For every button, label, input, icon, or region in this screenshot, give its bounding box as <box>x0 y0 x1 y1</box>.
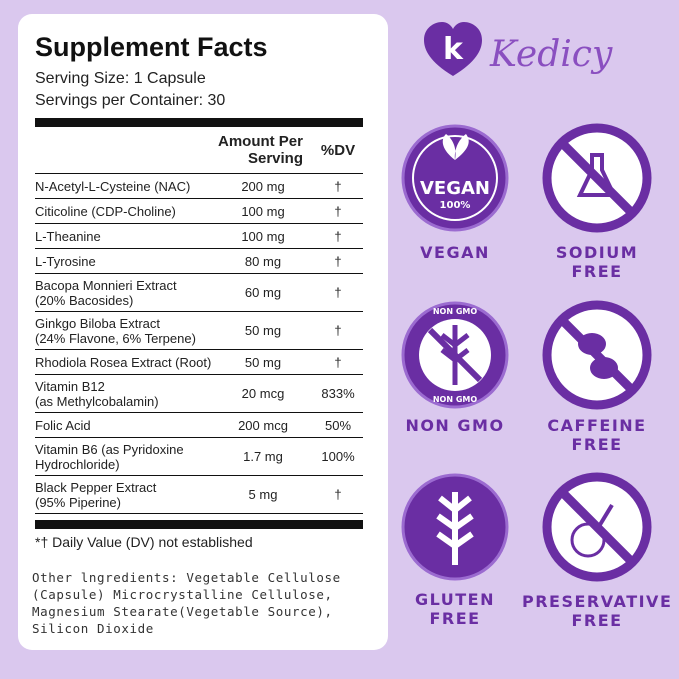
dv: † <box>313 173 363 199</box>
slash <box>427 327 483 383</box>
badge-label: NON GMO <box>405 416 505 435</box>
facts-row: L-Theanine 100 mg † <box>35 223 363 249</box>
facts-row: Vitamin B12 (as Methylcobalamin) 20 mcg 83… <box>35 374 363 413</box>
dv: † <box>313 475 363 514</box>
dv: 50% <box>313 412 363 438</box>
badge-label: SODIUM FREE <box>555 243 639 281</box>
amount: 100 mg <box>213 198 313 224</box>
dv: 833% <box>313 374 363 413</box>
vegan-sub: 100% <box>440 200 471 211</box>
facts-card: Supplement Facts Serving Size: 1 Capsule… <box>18 14 388 650</box>
amount: 100 mg <box>213 223 313 249</box>
header-dv: %DV <box>313 127 363 174</box>
slash <box>559 140 635 216</box>
amount: 20 mcg <box>213 374 313 413</box>
amount: 200 mg <box>213 173 313 199</box>
dv: † <box>313 248 363 274</box>
serving-size: Serving Size: 1 Capsule <box>35 70 206 87</box>
badge-label: GLUTEN FREE <box>415 590 495 628</box>
badge-label: CAFFEINE FREE <box>547 416 647 454</box>
ingredient: Vitamin B6 (as Pyridoxine Hydrochloride) <box>35 437 213 476</box>
grain-icon <box>436 492 474 565</box>
facts-row: Bacopa Monnieri Extract (20% Bacosides) 6… <box>35 273 363 312</box>
amount: 50 mg <box>213 349 313 375</box>
facts-row: N-Acetyl-L-Cysteine (NAC) 200 mg † <box>35 173 363 199</box>
thick-bar <box>35 520 363 529</box>
logo-heart <box>424 22 482 76</box>
dv: † <box>313 349 363 375</box>
facts-row: Folic Acid 200 mcg 50% <box>35 412 363 438</box>
ingredient: Vitamin B12 (as Methylcobalamin) <box>35 374 213 413</box>
amount: 200 mcg <box>213 412 313 438</box>
amount: 1.7 mg <box>213 437 313 476</box>
ingredient: L-Tyrosine <box>35 248 213 274</box>
amount: 50 mg <box>213 311 313 350</box>
facts-row: Rhodiola Rosea Extract (Root) 50 mg † <box>35 349 363 375</box>
ingredient: Bacopa Monnieri Extract (20% Bacosides) <box>35 273 213 312</box>
nongmo-bottom: NON GMO <box>433 395 478 404</box>
footnote: *† Daily Value (DV) not established <box>35 534 253 550</box>
slash <box>559 489 635 565</box>
vegan-badge <box>401 124 509 232</box>
nongmo-top: NON GMO <box>433 307 478 316</box>
ingredient: Citicoline (CDP-Choline) <box>35 198 213 224</box>
amount: 5 mg <box>213 475 313 514</box>
logo-letter: k <box>443 32 464 67</box>
dv: † <box>313 223 363 249</box>
facts-title: Supplement Facts <box>35 32 268 62</box>
facts-row: Citicoline (CDP-Choline) 100 mg † <box>35 198 363 224</box>
brand-name: Kedicy <box>489 34 613 75</box>
ingredient: Black Pepper Extract (95% Piperine) <box>35 475 213 514</box>
vegan-inner: VEGAN <box>420 178 490 199</box>
facts-row: L-Tyrosine 80 mg † <box>35 248 363 274</box>
ingredient: Folic Acid <box>35 412 213 438</box>
facts-table: Amount Per Serving %DV N-Acetyl-L-Cystei… <box>35 127 363 514</box>
amount: 60 mg <box>213 273 313 312</box>
servings: Servings per Container: 30 <box>35 92 226 109</box>
thick-bar <box>35 118 363 127</box>
dv: † <box>313 273 363 312</box>
leaf-icon <box>442 134 469 160</box>
dv: † <box>313 198 363 224</box>
ingredient: Ginkgo Biloba Extract (24% Flavone, 6% T… <box>35 311 213 350</box>
header-amount: Amount Per Serving <box>213 127 313 174</box>
ingredient: N-Acetyl-L-Cysteine (NAC) <box>35 173 213 199</box>
ingredient: Rhodiola Rosea Extract (Root) <box>35 349 213 375</box>
other-ingredients: Other lngredients: Vegetable Cellulose (… <box>32 570 341 636</box>
slash <box>559 317 635 393</box>
facts-row: Ginkgo Biloba Extract (24% Flavone, 6% T… <box>35 311 363 350</box>
badge-label: VEGAN <box>420 243 490 262</box>
brand: k Kedicy <box>424 22 613 76</box>
vegan-ring <box>412 135 498 221</box>
dv: † <box>313 311 363 350</box>
facts-row: Black Pepper Extract (95% Piperine) 5 mg † <box>35 475 363 514</box>
facts-row: Vitamin B6 (as Pyridoxine Hydrochloride)… <box>35 437 363 476</box>
amount: 80 mg <box>213 248 313 274</box>
ingredient: L-Theanine <box>35 223 213 249</box>
dv: 100% <box>313 437 363 476</box>
badges: VEGAN 100% NON GMO NON GMO <box>401 123 652 582</box>
badge-label: PRESERVATIVE FREE <box>522 592 673 630</box>
